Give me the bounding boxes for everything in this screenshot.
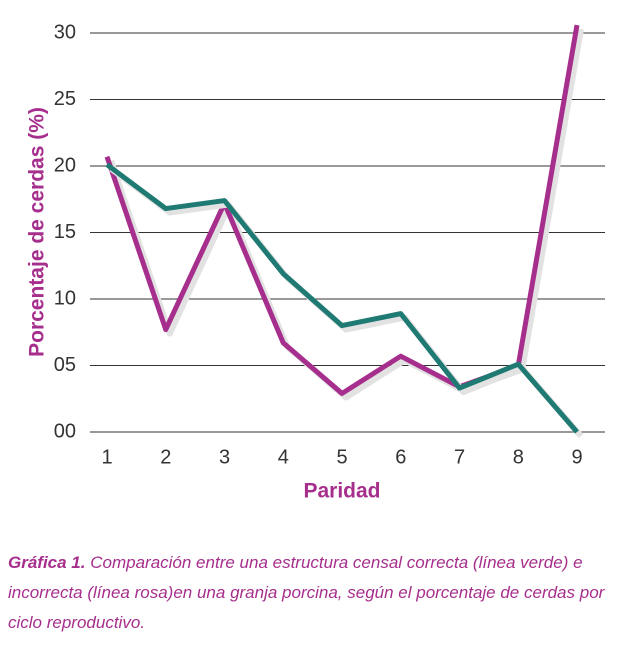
x-tick-label: 7 (454, 446, 465, 468)
caption: Gráfica 1. Comparación entre una estruct… (8, 548, 614, 638)
x-tick-label: 8 (513, 446, 524, 468)
x-tick-label: 1 (101, 446, 112, 468)
y-tick-label: 30 (54, 21, 76, 43)
x-tick-label: 3 (219, 446, 230, 468)
x-tick-label: 2 (160, 446, 171, 468)
y-tick-label: 25 (54, 88, 76, 110)
y-tick-label: 20 (54, 154, 76, 176)
series-shadow (109, 166, 584, 438)
y-tick-label: 00 (54, 420, 76, 442)
x-tick-label: 4 (278, 446, 289, 468)
series-line (105, 162, 579, 434)
y-tick-label: 15 (54, 221, 76, 243)
x-tick-label: 6 (395, 446, 406, 468)
chart: Porcentaje de cerdas (%) Paridad 00 05 10 1… (26, 21, 605, 503)
caption-text: Comparación entre una estructura censal … (8, 553, 605, 632)
x-tick-label: 5 (336, 446, 347, 468)
caption-label: Gráfica 1. (8, 553, 86, 572)
x-axis-title: Paridad (303, 480, 380, 503)
y-axis-title: Porcentaje de cerdas (%) (26, 107, 49, 357)
y-tick-label: 05 (54, 354, 76, 376)
x-tick-label: 9 (571, 446, 582, 468)
y-tick-label: 10 (54, 287, 76, 309)
